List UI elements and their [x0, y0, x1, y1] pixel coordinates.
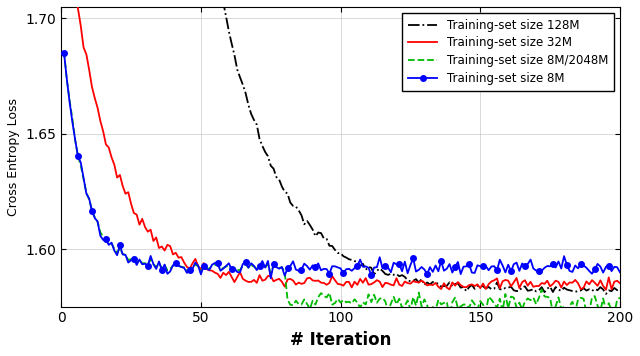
Training-set size 128M — [588, 289, 596, 293]
Training-set size 32M — [616, 281, 624, 285]
Line: Training-set size 128M: Training-set size 128M — [64, 0, 620, 294]
Training-set size 32M — [83, 52, 90, 57]
Training-set size 32M — [208, 268, 216, 273]
Line: Training-set size 8M/2048M: Training-set size 8M/2048M — [64, 52, 620, 317]
Training-set size 128M — [568, 289, 576, 293]
Training-set size 128M — [616, 286, 624, 290]
Training-set size 8M/2048M — [93, 220, 101, 224]
Training-set size 8M — [164, 272, 172, 276]
Line: Training-set size 8M: Training-set size 8M — [61, 50, 623, 281]
Training-set size 8M — [60, 51, 68, 55]
Y-axis label: Cross Entropy Loss: Cross Entropy Loss — [7, 98, 20, 216]
Training-set size 8M/2048M — [572, 309, 579, 314]
Training-set size 32M — [93, 106, 101, 110]
Training-set size 8M/2048M — [445, 315, 453, 319]
Training-set size 8M — [267, 276, 275, 281]
Training-set size 32M — [164, 243, 172, 247]
Line: Training-set size 32M: Training-set size 32M — [64, 0, 620, 290]
Legend: Training-set size 128M, Training-set size 32M, Training-set size 8M/2048M, Train: Training-set size 128M, Training-set siz… — [402, 13, 614, 91]
Training-set size 8M — [616, 270, 624, 274]
Training-set size 8M — [572, 263, 579, 268]
Training-set size 8M/2048M — [208, 264, 216, 268]
Training-set size 128M — [602, 292, 610, 296]
Training-set size 8M/2048M — [60, 50, 68, 54]
Training-set size 32M — [588, 278, 596, 282]
Training-set size 8M — [93, 219, 101, 224]
Training-set size 8M — [208, 263, 216, 267]
Training-set size 8M — [591, 267, 598, 271]
Training-set size 8M/2048M — [591, 294, 598, 298]
Training-set size 8M — [83, 192, 90, 196]
Training-set size 8M/2048M — [616, 295, 624, 300]
Training-set size 8M/2048M — [83, 190, 90, 195]
Training-set size 32M — [602, 288, 610, 292]
Training-set size 8M/2048M — [164, 268, 172, 272]
Training-set size 32M — [568, 281, 576, 285]
X-axis label: # Iteration: # Iteration — [290, 331, 391, 349]
